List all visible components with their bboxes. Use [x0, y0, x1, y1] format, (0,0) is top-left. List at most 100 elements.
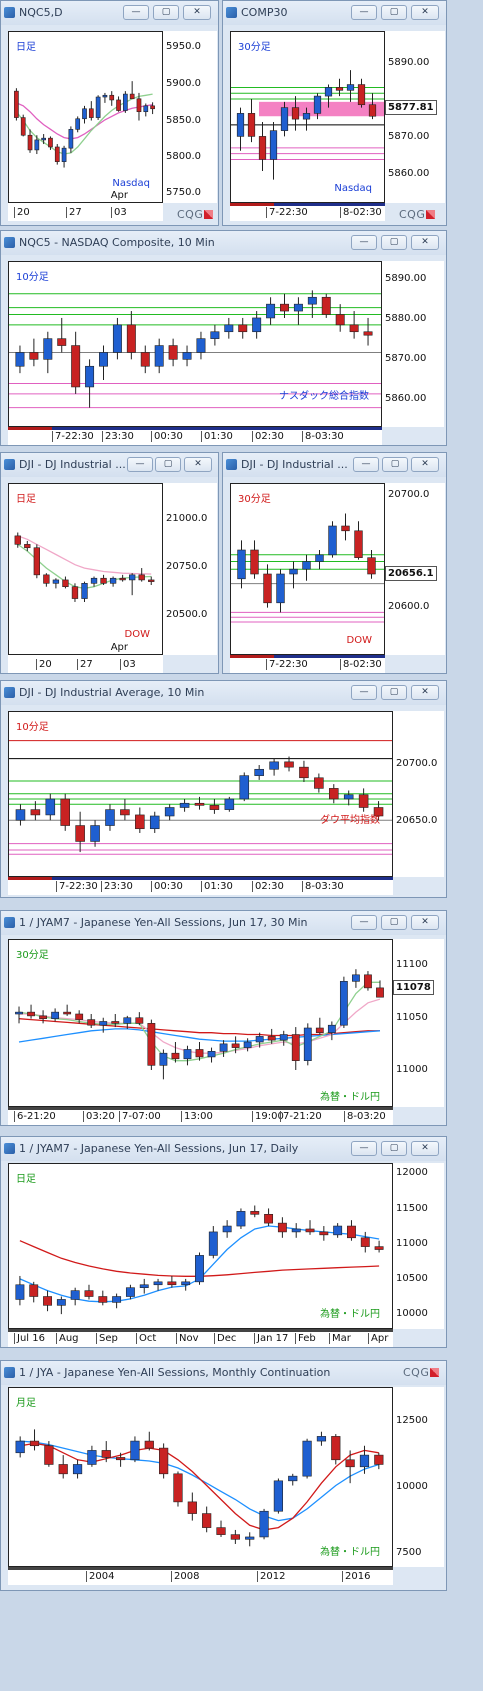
window-nqc5-daily[interactable]: NQC5,D — ▢ ✕ 日足 Nasdaq Apr 5950.0 5900.0…: [0, 0, 219, 226]
y-axis: 12500 10000 7500: [393, 1387, 444, 1567]
candle-body: [269, 130, 278, 160]
y-tick-label: 12500: [396, 1415, 428, 1426]
minimize-button[interactable]: —: [123, 5, 149, 20]
chart-plot-area[interactable]: 30分足 Nasdaq: [230, 31, 385, 203]
title-bar[interactable]: 1 / JYAM7 - Japanese Yen-All Sessions, J…: [1, 1137, 446, 1161]
candle-body: [34, 139, 40, 151]
window-title: DJI - DJ Industrial Average, 10 Min: [19, 686, 205, 699]
window-nqc5-10min[interactable]: NQC5 - NASDAQ Composite, 10 Min — ▢ ✕ 10…: [0, 230, 447, 446]
candlestick-chart: [231, 70, 384, 180]
candle-body: [15, 809, 26, 821]
maximize-button[interactable]: ▢: [153, 5, 179, 20]
title-bar[interactable]: COMP30 — ▢ ✕: [223, 1, 446, 25]
maximize-button[interactable]: ▢: [382, 457, 408, 472]
chart-plot-area[interactable]: 30分足 為替・ドル円: [8, 939, 393, 1107]
month-label: Apr: [110, 190, 128, 201]
candle-body: [357, 84, 366, 106]
x-tick-label: Dec: [214, 1333, 236, 1344]
candle-body: [87, 1019, 96, 1026]
y-tick-label: 11000: [396, 1238, 428, 1249]
chart-plot-area[interactable]: 月足 為替・ドル円: [8, 1387, 393, 1567]
close-button[interactable]: ✕: [411, 5, 439, 20]
candle-body: [239, 775, 250, 800]
y-axis: 21000.0 20750.0 20500.0: [163, 483, 217, 655]
y-tick-label: 5860.00: [385, 393, 427, 404]
maximize-button[interactable]: ▢: [381, 685, 407, 700]
title-bar[interactable]: DJI - DJ Industrial Average, 10 Min — ▢ …: [1, 681, 446, 705]
candle-body: [63, 1011, 72, 1015]
minimize-button[interactable]: —: [351, 1141, 377, 1156]
chart-plot-area[interactable]: 10分足 ダウ平均指数: [8, 711, 393, 877]
maximize-button[interactable]: ▢: [381, 5, 407, 20]
title-bar[interactable]: NQC5 - NASDAQ Composite, 10 Min — ▢ ✕: [1, 231, 446, 255]
title-bar[interactable]: NQC5,D — ▢ ✕: [1, 1, 218, 25]
minimize-button[interactable]: —: [351, 915, 377, 930]
window-jya-monthly[interactable]: 1 / JYA - Japanese Yen-All Sessions, Mon…: [0, 1360, 447, 1591]
window-comp-30min[interactable]: COMP30 — ▢ ✕ 30分足 Nasdaq 5890.00 5870.00…: [222, 0, 447, 226]
app-icon: [4, 237, 15, 248]
session-bar: [8, 427, 52, 430]
chart-plot-area[interactable]: 10分足 ナスダック総合指数: [8, 261, 382, 427]
chart-plot-area[interactable]: 日足 Nasdaq Apr: [8, 31, 163, 203]
close-button[interactable]: ✕: [183, 5, 211, 20]
period-label: 30分足: [16, 950, 49, 961]
candle-body: [364, 974, 372, 989]
candle-body: [194, 802, 205, 806]
candle-body: [164, 807, 175, 817]
candle-body: [112, 1296, 122, 1303]
candle-body: [109, 577, 117, 584]
close-button[interactable]: ✕: [411, 235, 439, 250]
x-tick-label: 27: [77, 659, 93, 670]
maximize-button[interactable]: ▢: [381, 1141, 407, 1156]
chart-plot-area[interactable]: 日足 為替・ドル円: [8, 1163, 393, 1329]
candle-body: [112, 324, 122, 353]
y-tick-label: 5870.00: [388, 131, 430, 142]
window-dji-30min[interactable]: DJI - DJ Industrial ... — ▢ ✕ 30分足 DOW 2…: [222, 452, 447, 674]
title-bar[interactable]: 1 / JYA - Japanese Yen-All Sessions, Mon…: [1, 1361, 446, 1385]
candle-body: [314, 777, 324, 789]
maximize-button[interactable]: ▢: [381, 235, 407, 250]
minimize-button[interactable]: —: [351, 685, 377, 700]
candle-body: [339, 981, 348, 1026]
close-button[interactable]: ✕: [411, 685, 439, 700]
candle-body: [183, 1049, 192, 1060]
candle-body: [187, 1501, 197, 1514]
moving-average-line: [20, 1442, 379, 1531]
minimize-button[interactable]: —: [353, 457, 379, 472]
candle-body: [135, 814, 145, 830]
chart-plot-area[interactable]: 30分足 DOW: [230, 483, 385, 655]
candle-body: [288, 1475, 298, 1482]
minimize-button[interactable]: —: [127, 457, 153, 472]
close-button[interactable]: ✕: [411, 457, 439, 472]
window-title: 1 / JYAM7 - Japanese Yen-All Sessions, J…: [19, 916, 308, 929]
candle-body: [341, 525, 350, 532]
candle-body: [43, 1296, 52, 1306]
x-tick-label: Feb: [295, 1333, 316, 1344]
title-bar[interactable]: 1 / JYAM7 - Japanese Yen-All Sessions, J…: [1, 911, 446, 935]
close-button[interactable]: ✕: [411, 915, 439, 930]
candle-body: [231, 1043, 240, 1048]
candle-body: [293, 303, 303, 312]
chart-plot-area[interactable]: 日足 DOW Apr: [8, 483, 163, 655]
candle-body: [136, 98, 142, 113]
candle-body: [222, 1225, 232, 1233]
close-button[interactable]: ✕: [184, 457, 212, 472]
x-tick-label: 7-22:30: [56, 881, 98, 892]
title-bar[interactable]: DJI - DJ Industrial ... — ▢ ✕: [1, 453, 218, 477]
x-tick-label: 8-02:30: [340, 659, 382, 670]
candle-body: [331, 1436, 341, 1461]
candle-body: [343, 794, 354, 800]
y-tick-label: 21000.0: [166, 513, 208, 524]
maximize-button[interactable]: ▢: [381, 915, 407, 930]
window-jyam7-daily[interactable]: 1 / JYAM7 - Japanese Yen-All Sessions, J…: [0, 1136, 447, 1348]
minimize-button[interactable]: —: [351, 5, 377, 20]
window-dji-daily[interactable]: DJI - DJ Industrial ... — ▢ ✕ 日足 DOW Apr…: [0, 452, 219, 674]
window-jyam7-30min[interactable]: 1 / JYAM7 - Japanese Yen-All Sessions, J…: [0, 910, 447, 1126]
title-bar[interactable]: DJI - DJ Industrial ... — ▢ ✕: [223, 453, 446, 477]
close-button[interactable]: ✕: [411, 1141, 439, 1156]
minimize-button[interactable]: —: [351, 235, 377, 250]
candle-body: [347, 1225, 356, 1239]
candle-body: [173, 1473, 183, 1503]
window-dji-10min[interactable]: DJI - DJ Industrial Average, 10 Min — ▢ …: [0, 680, 447, 898]
maximize-button[interactable]: ▢: [155, 457, 181, 472]
